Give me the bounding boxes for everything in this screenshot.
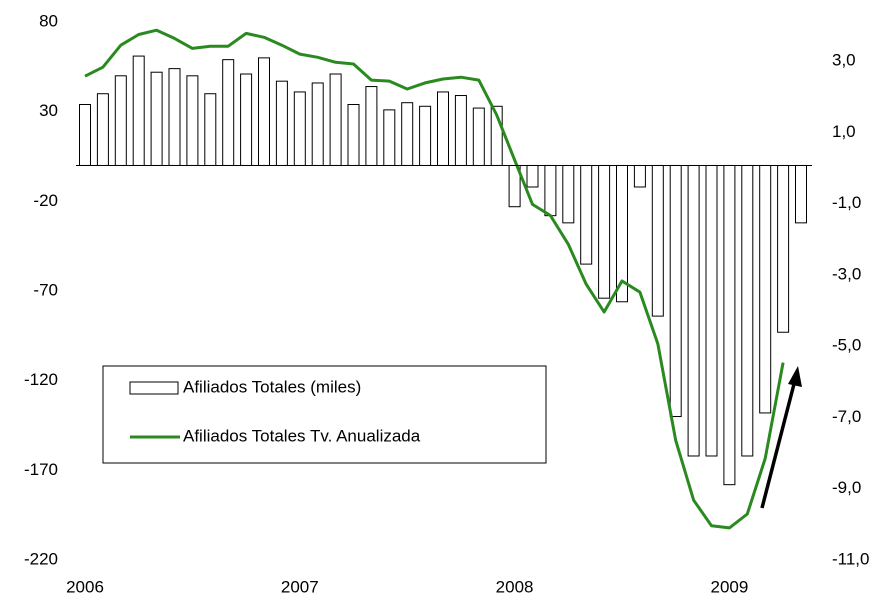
bar xyxy=(347,103,360,166)
bar xyxy=(275,80,288,166)
y2-tick-label: 3,0 xyxy=(832,51,856,70)
y2-tick-label: -7,0 xyxy=(832,407,861,426)
bar xyxy=(454,95,467,166)
bar xyxy=(311,82,324,166)
bar xyxy=(651,164,664,317)
bar xyxy=(79,103,91,166)
bar xyxy=(293,91,306,166)
bar xyxy=(472,107,485,166)
legend-label: Afiliados Totales (miles) xyxy=(183,377,361,396)
bar xyxy=(365,86,378,166)
y-tick-label: -20 xyxy=(33,191,58,210)
bar xyxy=(419,105,432,166)
bar xyxy=(544,164,557,217)
bar xyxy=(598,164,611,299)
x-tick-label: 2007 xyxy=(281,577,319,596)
bar xyxy=(258,57,270,166)
bar xyxy=(777,164,790,333)
bar xyxy=(633,164,646,188)
bar xyxy=(741,164,754,457)
y2-tick-label: -5,0 xyxy=(832,336,861,355)
bar xyxy=(687,164,700,457)
y2-tick-label: 1,0 xyxy=(832,122,856,141)
y2-tick-label: -3,0 xyxy=(832,264,861,283)
bar xyxy=(705,164,718,457)
bar xyxy=(150,71,163,166)
legend-label: Afiliados Totales Tv. Anualizada xyxy=(183,426,421,445)
bar xyxy=(580,164,593,265)
y2-tick-label: -1,0 xyxy=(832,193,861,212)
bar xyxy=(132,55,145,166)
bar xyxy=(759,164,772,414)
bar xyxy=(204,93,217,166)
legend-swatch xyxy=(129,381,179,395)
arrow-head xyxy=(788,366,802,387)
bar xyxy=(222,59,235,166)
bar xyxy=(795,164,807,224)
bar xyxy=(240,73,253,166)
bar xyxy=(383,109,396,166)
bar xyxy=(329,73,342,166)
y-tick-label: 80 xyxy=(39,11,58,30)
bar xyxy=(526,164,539,188)
bar xyxy=(562,164,575,224)
x-tick-label: 2009 xyxy=(710,577,748,596)
bar xyxy=(168,68,181,166)
y-tick-label: -120 xyxy=(24,370,58,389)
arrow-annotation xyxy=(760,366,802,509)
y-tick-label: 30 xyxy=(39,101,58,120)
y-tick-label: -170 xyxy=(24,460,58,479)
bar xyxy=(669,164,682,418)
y2-tick-label: -11,0 xyxy=(832,549,870,568)
y2-tick-label: -9,0 xyxy=(832,478,861,497)
x-tick-label: 2008 xyxy=(496,577,534,596)
arrow-shaft xyxy=(760,383,796,509)
line xyxy=(84,28,785,530)
y-tick-label: -220 xyxy=(24,549,58,568)
bar xyxy=(401,102,414,166)
bar xyxy=(437,91,449,166)
bar xyxy=(186,75,199,166)
bar xyxy=(114,75,127,166)
x-tick-label: 2006 xyxy=(66,577,104,596)
bar xyxy=(723,164,736,486)
bar xyxy=(96,93,109,166)
y-tick-label: -70 xyxy=(33,280,58,299)
